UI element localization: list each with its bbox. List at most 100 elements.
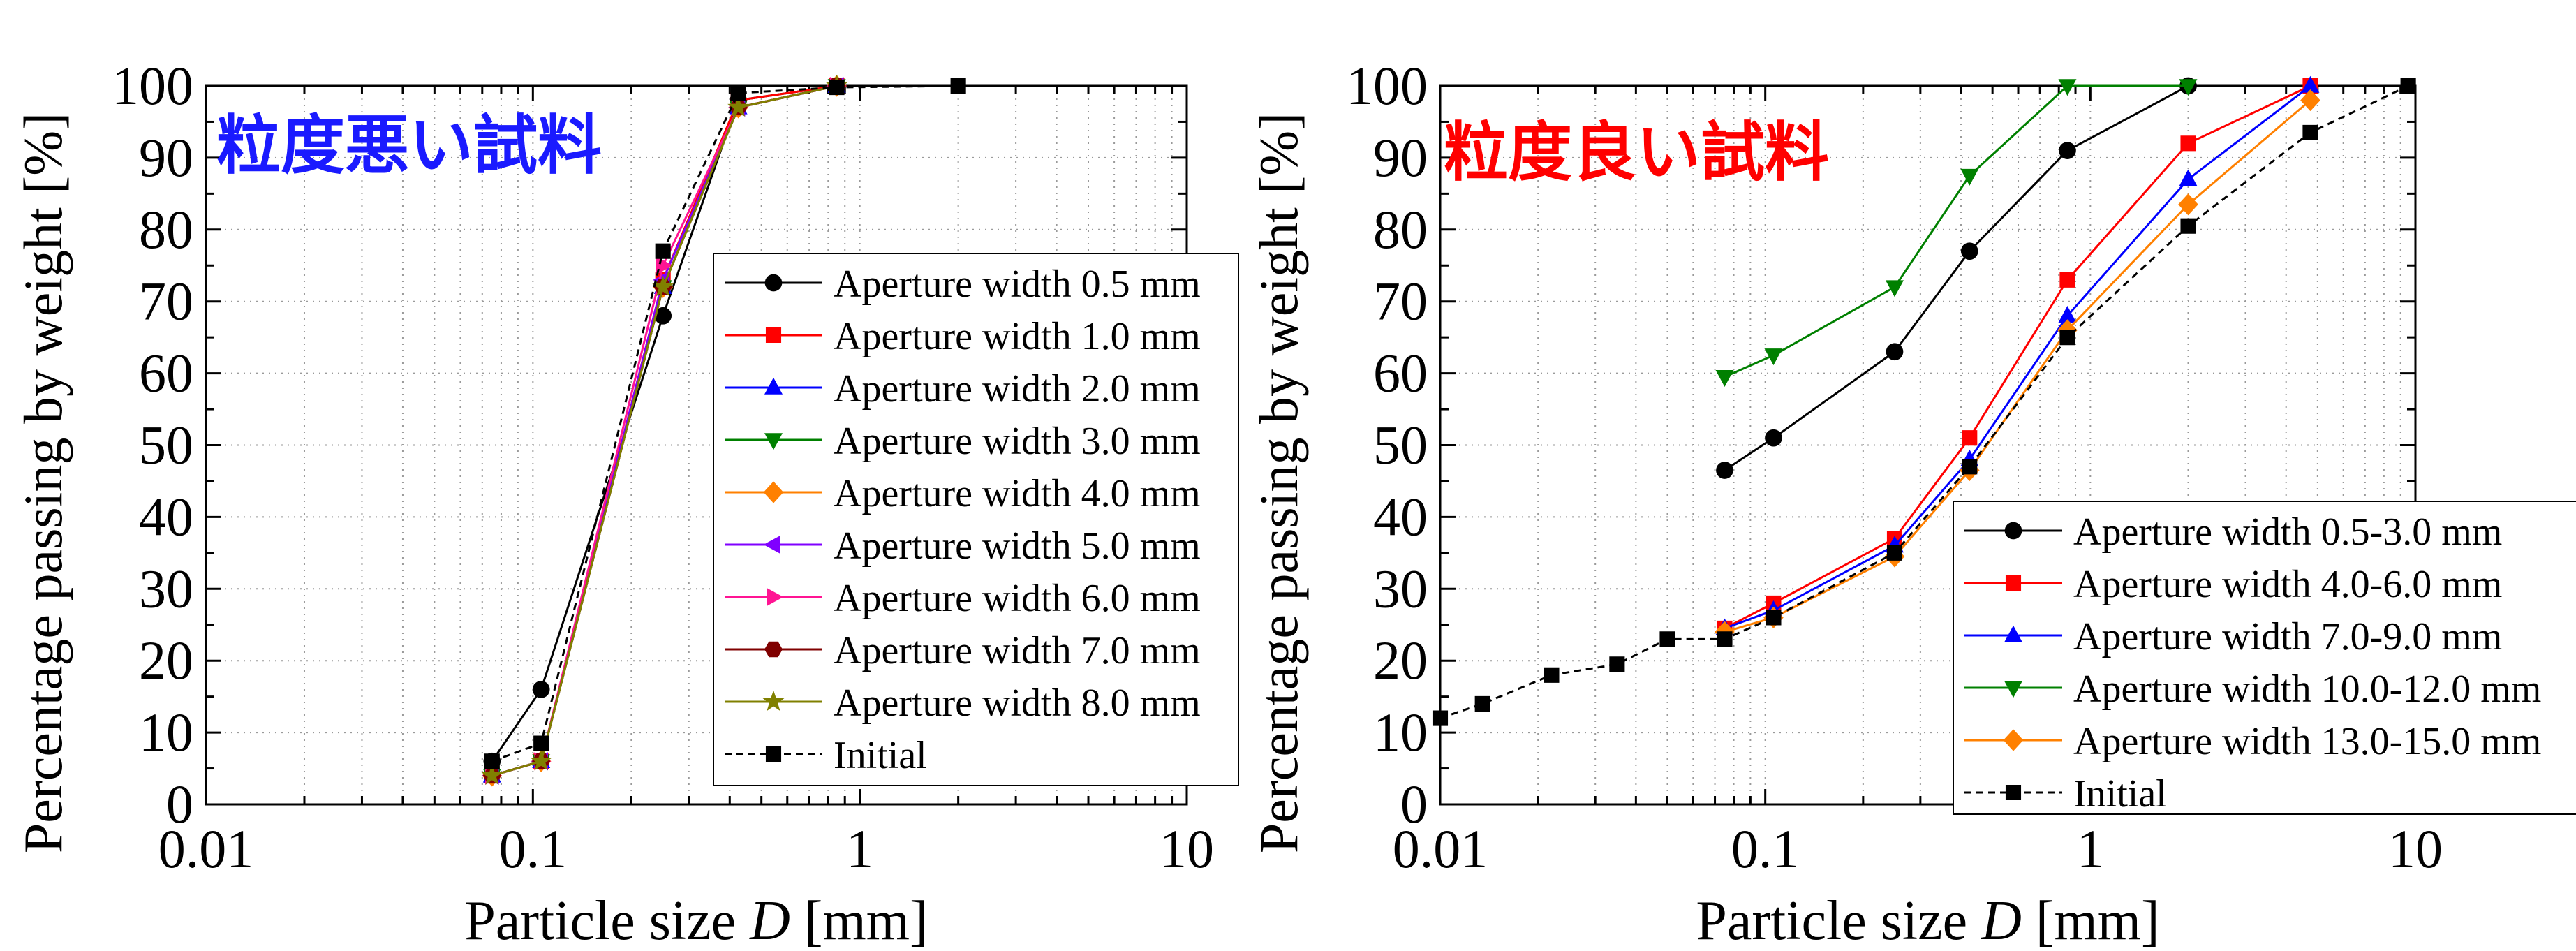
y-tick-label: 20 — [139, 630, 193, 691]
data-point — [2301, 75, 2320, 93]
data-point — [652, 275, 674, 297]
legend-marker — [765, 746, 782, 762]
data-point — [1766, 610, 1782, 626]
legend-label: Aperture width 7.0-9.0 mm — [2073, 615, 2502, 658]
data-point — [2300, 89, 2320, 112]
legend-marker — [2005, 784, 2022, 801]
legend-marker — [764, 274, 783, 292]
legend-label: Aperture width 3.0 mm — [834, 420, 1201, 463]
data-point — [1886, 343, 1904, 361]
legend-marker — [2004, 625, 2022, 642]
data-point — [2178, 193, 2198, 216]
data-point — [2400, 78, 2416, 94]
data-point — [1765, 429, 1782, 447]
data-point — [730, 85, 746, 101]
chart-well-graded: 0.01 0.1 1 100102030405060708090100Particle… — [1248, 55, 2576, 951]
series-5 — [1432, 78, 2416, 726]
sample-annotation: 粒度良い試料 — [1444, 115, 1829, 190]
sample-annotation: 粒度悪い試料 — [216, 108, 602, 183]
legend: Aperture width 0.5 mm Aperture width 1.0 … — [713, 253, 1239, 786]
data-point — [1544, 667, 1560, 683]
y-tick-label: 100 — [112, 55, 193, 116]
legend-box — [713, 253, 1239, 786]
legend-marker — [763, 536, 780, 554]
y-tick-label: 30 — [139, 558, 193, 619]
y-tick-label: 20 — [1373, 630, 1428, 691]
data-point — [1715, 369, 1734, 388]
x-tick-label: 1 — [2077, 818, 2104, 879]
y-tick-label: 90 — [139, 127, 193, 188]
data-point — [1474, 695, 1490, 712]
y-tick-label: 30 — [1373, 558, 1428, 619]
legend-label: Aperture width 0.5 mm — [834, 263, 1201, 306]
series-9 — [484, 78, 966, 769]
y-axis-label: Percentage passing by weight [%] — [13, 112, 73, 853]
y-tick-label: 90 — [1373, 127, 1428, 188]
legend-label: Aperture width 13.0-15.0 mm — [2073, 720, 2541, 763]
y-tick-label: 70 — [1373, 271, 1428, 332]
data-point — [2059, 272, 2075, 288]
x-tick-label: 0.1 — [499, 818, 568, 879]
data-point — [1960, 242, 1978, 260]
data-point — [481, 764, 503, 785]
legend-marker — [764, 641, 783, 658]
series-group — [1432, 75, 2416, 726]
data-point — [2059, 142, 2076, 159]
legend-marker — [763, 481, 784, 503]
data-point — [654, 307, 672, 325]
legend: Aperture width 0.5-3.0 mm Aperture width … — [1953, 501, 2576, 816]
legend-box — [1953, 501, 2576, 815]
y-tick-label: 80 — [139, 199, 193, 260]
x-tick-label: 1 — [846, 818, 873, 879]
y-tick-label: 60 — [1373, 343, 1428, 404]
data-point — [1717, 631, 1733, 647]
legend-label: Aperture width 1.0 mm — [834, 315, 1201, 358]
legend-marker — [767, 588, 784, 606]
legend-marker — [2005, 575, 2022, 591]
data-point — [484, 753, 500, 769]
y-tick-label: 50 — [139, 415, 193, 476]
data-point — [1886, 545, 1903, 561]
chart-poorly-graded: 0.01 0.1 1 100102030405060708090100Particle… — [13, 55, 1239, 951]
legend-marker — [2004, 522, 2022, 540]
legend-marker — [2003, 729, 2024, 751]
data-point — [2180, 135, 2196, 152]
data-point — [950, 78, 966, 94]
series-0 — [1716, 77, 2197, 479]
data-point — [1716, 462, 1733, 479]
legend-label: Aperture width 6.0 mm — [834, 577, 1201, 620]
legend-label: Aperture width 0.5-3.0 mm — [2073, 510, 2502, 554]
legend-marker — [2004, 681, 2022, 698]
y-tick-label: 0 — [166, 774, 193, 834]
data-point — [1659, 631, 1675, 647]
y-tick-label: 70 — [139, 271, 193, 332]
legend-marker — [764, 433, 783, 450]
series-group — [481, 74, 966, 787]
legend-marker — [762, 690, 785, 712]
data-point — [1609, 656, 1625, 672]
data-point — [2180, 218, 2196, 234]
data-point — [530, 750, 552, 771]
legend-label: Aperture width 10.0-12.0 mm — [2073, 668, 2541, 711]
legend-marker — [764, 377, 783, 395]
data-point — [2179, 79, 2198, 96]
y-tick-label: 40 — [139, 486, 193, 547]
data-point — [2058, 79, 2077, 96]
legend-label: Aperture width 4.0 mm — [834, 472, 1201, 515]
legend-label: Aperture width 5.0 mm — [834, 524, 1201, 568]
x-axis-label: Particle size D [mm] — [464, 890, 928, 951]
legend-label: Initial — [834, 734, 927, 777]
data-point — [655, 243, 671, 259]
x-tick-label: 10 — [2388, 818, 2443, 879]
series-line — [1724, 84, 2189, 471]
data-point — [727, 96, 750, 117]
y-tick-label: 60 — [139, 343, 193, 404]
y-axis-label: Percentage passing by weight [%] — [1248, 112, 1309, 853]
data-point — [1432, 710, 1449, 726]
y-tick-label: 50 — [1373, 415, 1428, 476]
data-point — [533, 735, 549, 751]
x-tick-label: 0.1 — [1731, 818, 1800, 879]
y-tick-label: 100 — [1346, 55, 1428, 116]
data-point — [829, 80, 845, 96]
